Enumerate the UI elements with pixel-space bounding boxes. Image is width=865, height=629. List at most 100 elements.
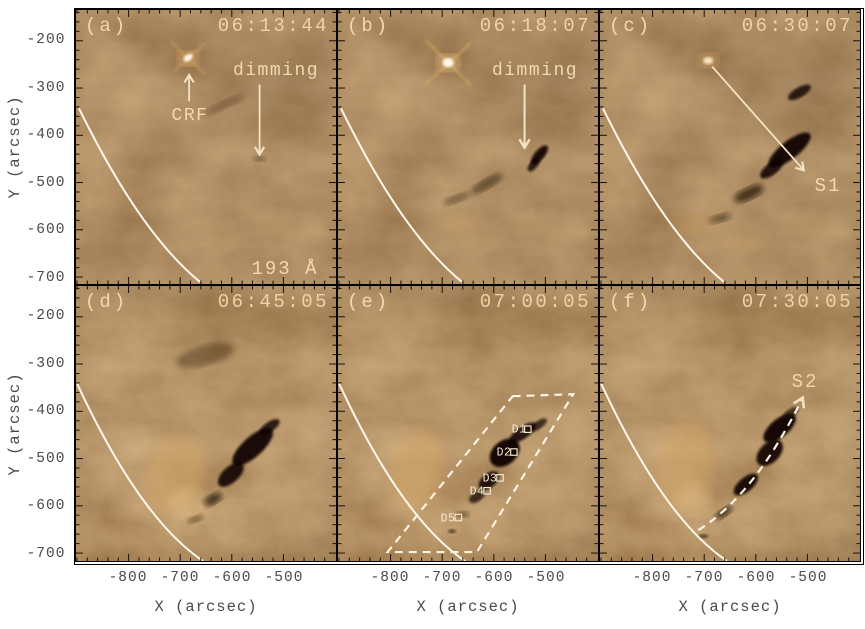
panel-grid: (a) 06:13:44 CRF dimming 193 Å [74,8,864,565]
solar-limb-curve [78,107,201,283]
panel-a: (a) 06:13:44 CRF dimming 193 Å [75,9,337,285]
dark-dot [698,534,709,539]
region-d5-label: D5 [440,512,456,526]
region-d2-label: D2 [496,446,512,460]
x-tick-label: -600 [474,570,514,586]
dark-wisp [204,94,245,115]
x-tick-label: -700 [684,570,724,586]
solar-limb-curve [602,107,725,283]
panel-f: (f) 07:30:05 S2 [599,285,861,562]
dimming-channel [217,462,244,487]
dark-wisp [471,173,503,194]
x-tick-label: -600 [212,570,252,586]
bright-region [167,486,207,523]
solar-limb-curve [338,382,466,561]
solar-limb-curve [76,382,204,561]
axis-tick-marks [338,286,598,561]
dimming-patch [527,158,540,172]
solar-image-e [338,286,598,561]
y-tick-label: -200 [26,308,66,324]
dimming-core-d3 [478,471,499,490]
dark-wisp [734,185,764,203]
x-tick-label: -800 [370,570,410,586]
y-tick-label: -700 [26,270,66,286]
solar-image-d [76,286,336,561]
crf-bright-core [183,53,193,62]
dimming-channel [259,419,280,435]
dimming-sample-boxes [454,425,532,522]
dimming-onset-spot [253,156,266,162]
bright-patch [672,213,717,234]
panel-timestamp: 06:13:44 [217,15,329,37]
y-tick-label: -500 [26,450,66,467]
dark-wisp [715,505,733,519]
y-tick-label: -300 [26,79,66,96]
x-axis-title: X (arcsec) [416,598,520,616]
dimming-patch [788,84,811,101]
y-tick-label: -700 [26,546,66,562]
dark-wisp [176,343,234,368]
x-tick-label: -800 [108,570,148,586]
wavelength-label: 193 Å [251,258,319,280]
panel-label: (f) [609,291,653,313]
flare-bright-core [442,58,454,68]
dimming-core-d5 [457,511,469,518]
panel-timestamp: 06:30:07 [741,15,853,37]
panel-label: (b) [347,15,391,37]
dimming-core-d4 [469,489,485,504]
axis-tick-marks [338,10,598,284]
solar-image-b [338,10,598,284]
axis-tick-marks [600,286,860,561]
dimming-label: dimming [232,61,320,81]
panel-e: (e) 07:00:05 D1 D2 D3 D4 D5 [337,285,599,562]
bright-region [390,430,444,509]
solar-image-a [76,10,336,284]
panel-d: (d) 06:45:05 [75,285,337,562]
slit-s1-label: S1 [814,175,842,197]
x-tick-label: -800 [632,570,672,586]
region-d3-label: D3 [482,472,498,486]
slit-s1-arrow [711,65,806,172]
x-tick-label: -500 [264,570,304,586]
dark-wisp [187,515,203,524]
dimming-core-d2 [489,438,520,467]
panel-label: (d) [85,291,129,313]
solar-image-f [600,286,860,561]
panel-label: (c) [609,15,653,37]
x-tick-label: -500 [788,570,828,586]
axis-tick-marks [600,10,860,284]
axis-tick-marks [76,10,336,284]
bright-patch [439,215,475,232]
panel-timestamp: 07:00:05 [479,291,591,313]
dimming-core-d1 [509,422,537,444]
axis-tick-marks [76,286,336,561]
panel-b: (b) 06:18:07 dimming [337,9,599,285]
crf-label: CRF [171,106,209,126]
dark-wisp [443,192,471,205]
dimming-patch [530,418,547,432]
flare-bright-core [703,57,714,65]
dimming-patch [768,132,811,168]
y-tick-label: -200 [26,32,66,48]
panel-label: (e) [347,291,391,313]
bright-region [676,483,713,516]
dark-wisp [204,492,222,507]
dark-dot [448,529,457,534]
x-tick-label: -500 [526,570,566,586]
x-axis-title: X (arcsec) [678,598,782,616]
dimming-channel [763,413,796,443]
y-tick-label: -400 [26,127,66,144]
solar-limb-curve [340,107,463,283]
region-d4-label: D4 [469,485,485,499]
dimming-patch [760,159,784,179]
slit-s2-label: S2 [791,371,819,393]
y-tick-label: -400 [26,403,66,420]
y-tick-label: -600 [26,222,66,239]
dimming-label: dimming [491,61,579,81]
y-axis-title: Y (arcsec) [6,371,24,476]
dimming-channel [232,428,273,466]
y-axis-title: Y (arcsec) [6,95,24,199]
region-d1-label: D1 [511,423,527,437]
x-tick-label: -600 [736,570,776,586]
panel-timestamp: 06:18:07 [479,15,591,37]
